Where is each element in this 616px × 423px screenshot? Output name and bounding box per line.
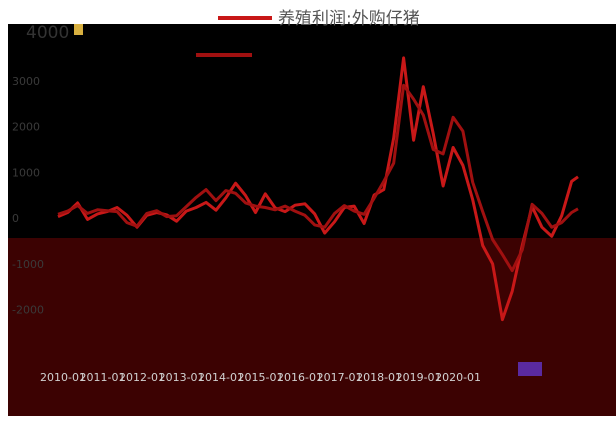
y-tick-label: 1000 [12,166,40,179]
x-tick-label: 2010-01 [40,371,86,384]
x-tick-label: 2011-01 [80,371,126,384]
y-tick-label: 2000 [12,121,40,134]
x-tick-label: 2017-01 [317,371,363,384]
series-line-2 [57,83,579,273]
legend: 养殖利润:外购仔猪 [196,9,420,57]
x-tick-label: 2014-01 [198,371,244,384]
x-axis-ticks: 2010-012011-012012-012013-012014-012015-… [40,371,481,384]
y-tick-label: 3000 [12,75,40,88]
y-tick-label: -1000 [12,258,44,271]
top-label-badge [74,24,83,35]
y-tick-label: -2000 [12,304,44,317]
y-axis-top-label: 4000 [26,23,69,43]
x-tick-label: 2018-01 [356,371,402,384]
series-lines [57,56,579,322]
series-marker [518,362,542,376]
y-tick-label: 0 [12,212,19,225]
x-tick-label: 2020-01 [435,371,481,384]
x-tick-label: 2012-01 [119,371,165,384]
x-tick-label: 2019-01 [396,371,442,384]
x-tick-label: 2013-01 [159,371,205,384]
negative-band [8,238,616,416]
x-tick-label: 2016-01 [277,371,323,384]
y-axis-ticks: 3000 2000 1000 0 -1000 -2000 [12,75,44,317]
legend-label-series-1: 养殖利润:外购仔猪 [278,9,420,29]
x-tick-label: 2015-01 [238,371,284,384]
